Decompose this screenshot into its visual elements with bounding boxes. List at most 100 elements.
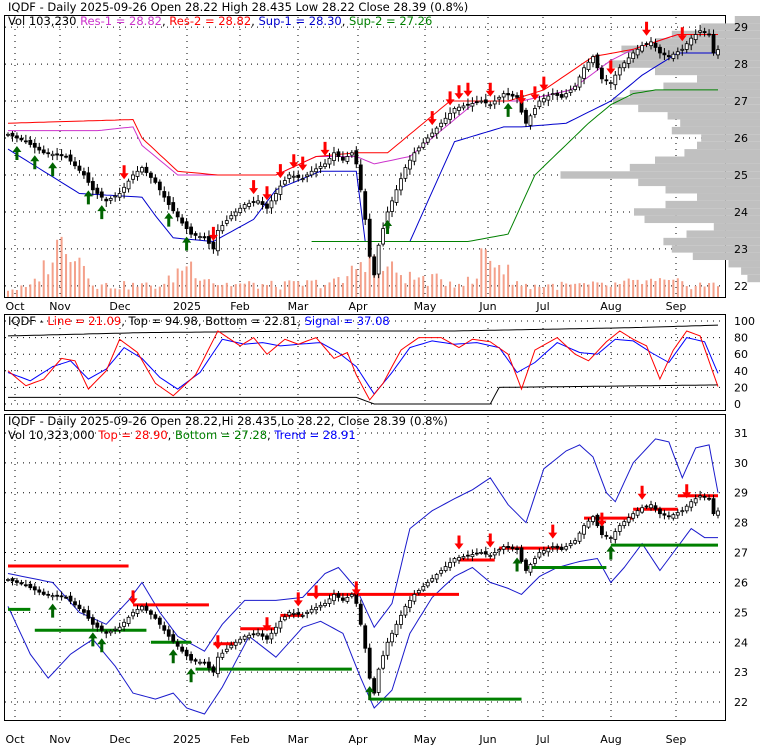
volume-profile-bar xyxy=(560,171,760,179)
volume-bar xyxy=(132,282,135,297)
trend-candle xyxy=(457,557,461,561)
price-candle xyxy=(376,244,381,275)
trend-candle xyxy=(251,633,256,636)
price-candle xyxy=(479,100,484,103)
price-candle xyxy=(524,109,528,124)
trend-header-info: - Daily 2025-09-26 Open 28.22,Hi 28.435,… xyxy=(36,414,448,428)
price-candle xyxy=(439,122,444,128)
price-candle xyxy=(345,156,350,162)
price-candle xyxy=(675,51,680,56)
volume-profile-bar xyxy=(655,156,760,164)
trend-candle xyxy=(421,586,426,591)
volume-profile-bar xyxy=(608,60,760,68)
price-candle xyxy=(421,142,426,148)
volume-profile-bar xyxy=(663,82,760,90)
price-candle xyxy=(684,43,689,50)
price-y-tick-label: 24 xyxy=(734,206,748,219)
price-candle xyxy=(157,181,162,191)
price-candle xyxy=(131,174,135,180)
trend-candle xyxy=(99,625,104,631)
volume-bar xyxy=(15,290,18,297)
price-candle xyxy=(626,57,631,64)
volume-bar xyxy=(109,288,112,297)
price-y-tick-label: 22 xyxy=(734,280,748,293)
price-candle xyxy=(617,67,622,76)
trend-candle xyxy=(113,628,118,631)
price-candle xyxy=(59,154,64,157)
price-candle xyxy=(599,67,604,80)
volume-bar xyxy=(426,285,429,297)
price-candle xyxy=(180,217,185,224)
trend-candle xyxy=(617,525,622,532)
trend-candle xyxy=(381,655,385,669)
price-y-tick-label: 28 xyxy=(734,58,748,71)
res1-line xyxy=(8,34,718,176)
trend-candle xyxy=(497,549,502,552)
volume-bar xyxy=(404,283,407,297)
volume-bar xyxy=(167,275,170,297)
trend-candle xyxy=(501,546,506,550)
price-y-tick-label: 23 xyxy=(734,243,748,256)
trend-candle xyxy=(568,543,573,547)
price-candle xyxy=(242,204,247,209)
volume-bar xyxy=(292,281,295,297)
trend-candle xyxy=(399,614,403,625)
stochastic-top-line xyxy=(7,324,719,337)
volume-bar xyxy=(520,285,523,297)
trend-candle xyxy=(430,578,435,582)
price-candle xyxy=(202,236,207,239)
volume-bar xyxy=(230,286,233,297)
stochastic-legend: IQDF - Line = 21.09, Top = 94.98, Bottom… xyxy=(8,314,390,328)
trend-candle xyxy=(59,595,64,598)
volume-profile-bar xyxy=(671,126,760,135)
stochastic-y-tick-label: 40 xyxy=(734,365,748,378)
volume-profile-bar xyxy=(634,208,760,216)
price-candle xyxy=(452,108,457,114)
volume-bar xyxy=(328,282,331,297)
volume-bar xyxy=(658,278,661,297)
trend-candle xyxy=(591,516,595,522)
volume-bar xyxy=(471,283,474,297)
volume-bar xyxy=(194,278,197,297)
trend-candle xyxy=(466,554,470,557)
trend-candle xyxy=(135,608,140,614)
volume-profile-bar xyxy=(613,97,760,105)
price-candle xyxy=(399,178,403,191)
volume-bar xyxy=(234,284,237,297)
volume-bar xyxy=(667,279,670,297)
volume-bar xyxy=(38,281,41,297)
trend-sell-arrow xyxy=(213,635,223,650)
trend-candle xyxy=(693,498,698,504)
volume-bar xyxy=(399,275,402,297)
trend-x-tick-label: Jun xyxy=(478,733,496,745)
volume-bar xyxy=(341,282,344,297)
trend-candle xyxy=(425,582,430,587)
trend-candle xyxy=(492,552,497,556)
trend-candle xyxy=(470,554,475,558)
trend-x-tick-label: Dec xyxy=(109,733,130,745)
price-candle xyxy=(466,103,470,106)
volume-bar xyxy=(641,283,644,297)
price-candle xyxy=(10,132,15,137)
volume-bar xyxy=(216,285,219,297)
trend-candle xyxy=(73,601,77,606)
volume-bar xyxy=(20,285,23,297)
trend-y-tick-label: 31 xyxy=(734,427,748,440)
trend-buy-arrow xyxy=(365,686,375,701)
price-candle xyxy=(198,236,202,239)
volume-bar xyxy=(565,283,568,297)
volume-bar xyxy=(413,279,416,297)
price-candle xyxy=(318,165,323,169)
volume-bar xyxy=(511,284,514,297)
trend-candle xyxy=(323,602,327,606)
price-candle xyxy=(550,93,555,96)
trend-candle xyxy=(653,505,658,510)
trend-candle xyxy=(559,546,564,550)
trend-candle xyxy=(265,635,269,640)
trend-x-tick-label: 2025 xyxy=(173,733,201,745)
volume-bar xyxy=(627,278,630,297)
volume-profile-bar xyxy=(741,267,760,275)
price-x-tick-label: May xyxy=(414,300,437,313)
